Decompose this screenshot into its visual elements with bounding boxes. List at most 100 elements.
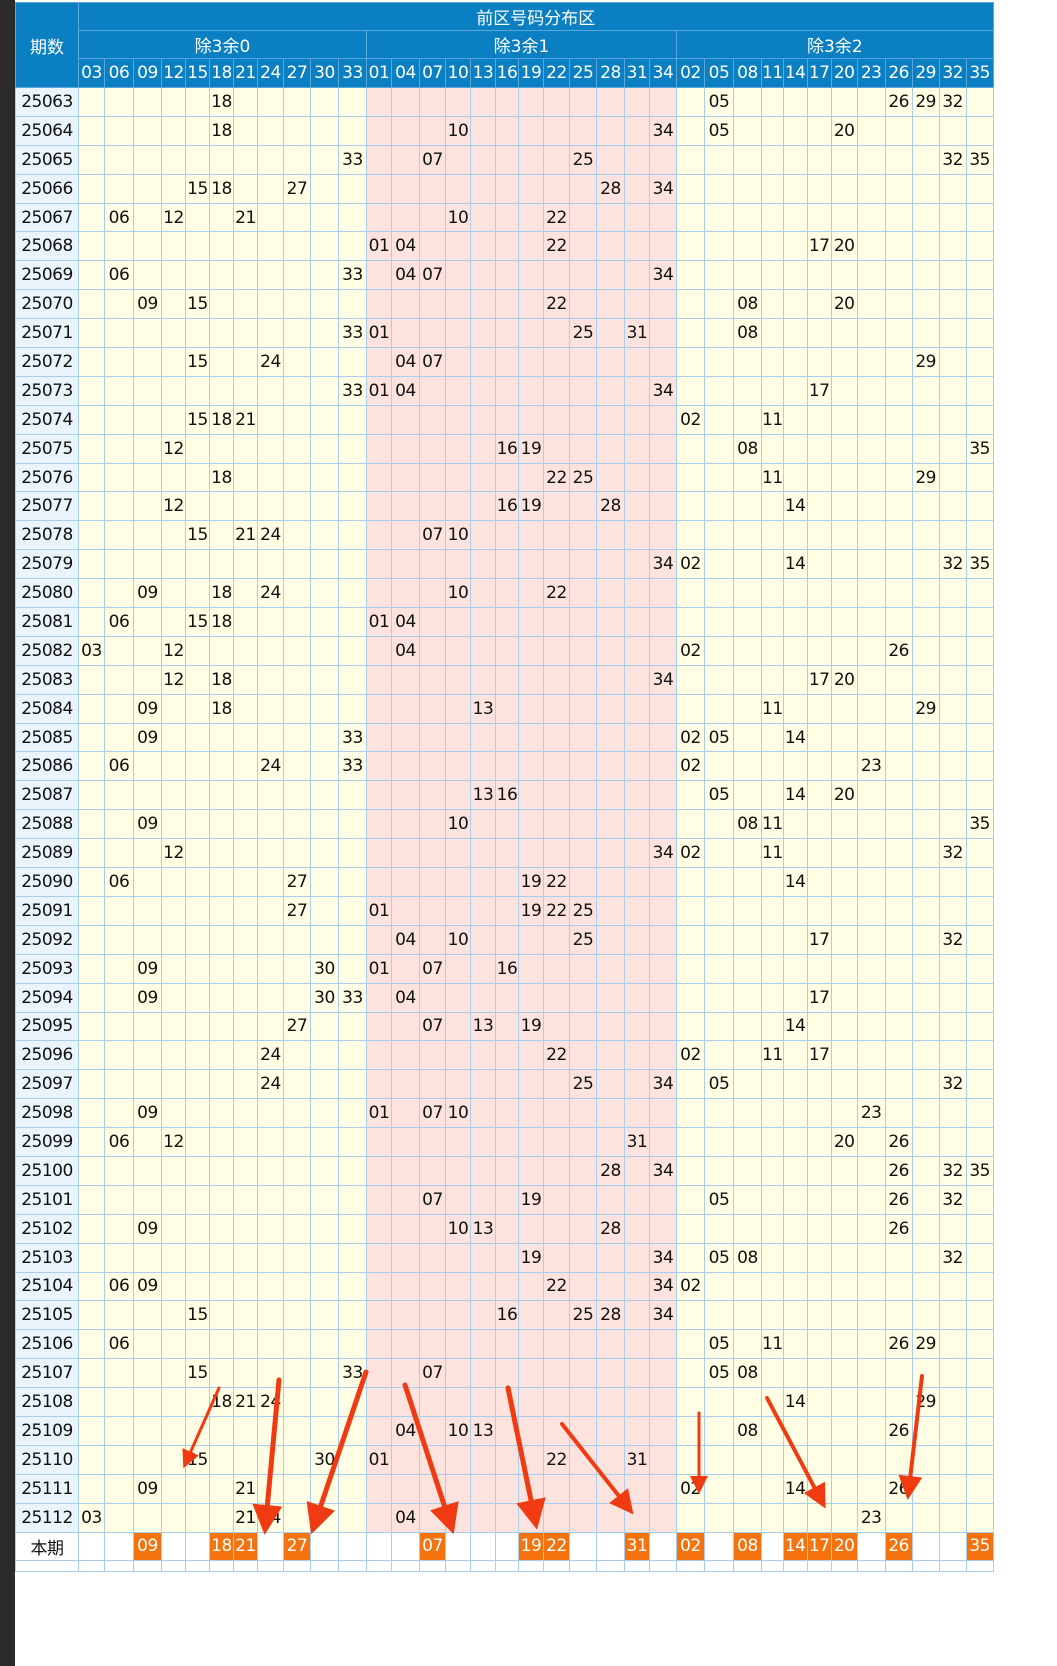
empty-cell xyxy=(733,1300,762,1331)
empty-cell xyxy=(209,1271,234,1302)
empty-cell xyxy=(495,1184,519,1215)
column-header-06: 06 xyxy=(104,58,134,88)
empty-cell xyxy=(830,1502,858,1533)
empty-cell xyxy=(830,1155,858,1186)
empty-cell xyxy=(624,1011,650,1042)
empty-cell xyxy=(856,1560,886,1573)
empty-cell[interactable] xyxy=(366,1531,392,1562)
number-cell-07[interactable]: 07 xyxy=(419,1531,446,1562)
empty-cell[interactable] xyxy=(338,1531,367,1562)
empty-cell xyxy=(569,202,597,233)
empty-cell xyxy=(518,635,544,666)
empty-cell xyxy=(209,722,234,753)
empty-cell xyxy=(782,231,808,262)
number-cell-24: 24 xyxy=(257,1387,284,1417)
empty-cell xyxy=(676,375,705,406)
empty-cell xyxy=(161,1358,186,1389)
empty-cell xyxy=(806,1213,832,1244)
empty-cell xyxy=(257,549,284,580)
number-cell-17[interactable]: 17 xyxy=(806,1531,832,1562)
number-cell-14[interactable]: 14 xyxy=(782,1531,808,1562)
empty-cell xyxy=(257,693,284,724)
empty-cell[interactable] xyxy=(185,1531,210,1562)
number-cell-09: 09 xyxy=(133,722,162,753)
empty-cell xyxy=(911,375,940,406)
number-cell-07: 07 xyxy=(419,1358,446,1389)
empty-cell xyxy=(938,693,967,724)
empty-cell xyxy=(965,87,994,117)
number-cell-27[interactable]: 27 xyxy=(283,1531,311,1562)
empty-cell[interactable] xyxy=(257,1531,284,1562)
empty-cell[interactable] xyxy=(310,1531,339,1562)
empty-cell xyxy=(782,144,808,175)
empty-cell[interactable] xyxy=(161,1531,186,1562)
number-cell-15: 15 xyxy=(185,173,210,204)
empty-cell xyxy=(856,549,886,580)
empty-cell[interactable] xyxy=(569,1531,597,1562)
number-cell-19: 19 xyxy=(518,433,544,464)
number-cell-08[interactable]: 08 xyxy=(733,1531,762,1562)
empty-cell xyxy=(419,491,446,522)
empty-cell xyxy=(965,462,994,493)
empty-cell[interactable] xyxy=(704,1531,734,1562)
empty-cell[interactable] xyxy=(495,1531,519,1562)
empty-cell[interactable] xyxy=(78,1531,105,1562)
number-cell-21[interactable]: 21 xyxy=(233,1531,258,1562)
empty-cell xyxy=(419,867,446,897)
empty-cell[interactable] xyxy=(596,1531,625,1562)
empty-cell xyxy=(445,1127,471,1157)
number-cell-20[interactable]: 20 xyxy=(830,1531,858,1562)
empty-cell xyxy=(283,578,311,609)
number-cell-04: 04 xyxy=(391,231,420,262)
number-cell-18[interactable]: 18 xyxy=(209,1531,234,1562)
period-cell: 25099 xyxy=(15,1127,79,1157)
empty-cell xyxy=(938,231,967,262)
table-row: 25070 09 15 22 08 20 xyxy=(15,289,994,320)
empty-cell xyxy=(419,1415,446,1446)
empty-cell[interactable] xyxy=(911,1531,940,1562)
empty-cell xyxy=(596,780,625,811)
number-cell-09[interactable]: 09 xyxy=(133,1531,162,1562)
number-cell-22[interactable]: 22 xyxy=(543,1531,570,1562)
empty-cell xyxy=(185,693,210,724)
empty-cell xyxy=(806,347,832,377)
number-cell-03: 03 xyxy=(78,635,105,666)
empty-cell[interactable] xyxy=(445,1531,471,1562)
empty-cell xyxy=(782,751,808,782)
empty-cell[interactable] xyxy=(856,1531,886,1562)
empty-cell[interactable] xyxy=(470,1531,496,1562)
empty-cell[interactable] xyxy=(649,1531,677,1562)
empty-cell xyxy=(185,664,210,695)
empty-cell xyxy=(761,607,784,637)
empty-cell xyxy=(856,693,886,724)
empty-cell xyxy=(830,260,858,291)
empty-cell xyxy=(366,1242,392,1273)
empty-cell xyxy=(596,867,625,897)
empty-cell xyxy=(209,1560,234,1573)
empty-cell xyxy=(419,115,446,146)
empty-cell[interactable] xyxy=(938,1531,967,1562)
empty-cell xyxy=(366,173,392,204)
empty-cell[interactable] xyxy=(391,1531,420,1562)
number-cell-35[interactable]: 35 xyxy=(965,1531,994,1562)
empty-cell xyxy=(543,1502,570,1533)
number-cell-02[interactable]: 02 xyxy=(676,1531,705,1562)
empty-cell xyxy=(965,780,994,811)
empty-cell[interactable] xyxy=(761,1531,784,1562)
number-cell-31[interactable]: 31 xyxy=(624,1531,650,1562)
period-cell: 25076 xyxy=(15,462,79,493)
number-cell-19[interactable]: 19 xyxy=(518,1531,544,1562)
empty-cell xyxy=(185,549,210,580)
empty-cell xyxy=(761,1213,784,1244)
number-cell-26[interactable]: 26 xyxy=(884,1531,913,1562)
empty-cell xyxy=(676,1155,705,1186)
empty-cell xyxy=(518,1300,544,1331)
empty-cell xyxy=(856,895,886,926)
empty-cell xyxy=(830,867,858,897)
empty-cell xyxy=(965,1329,994,1360)
period-cell: 25075 xyxy=(15,433,79,464)
empty-cell xyxy=(495,1242,519,1273)
empty-cell xyxy=(782,1242,808,1273)
empty-cell xyxy=(78,780,105,811)
empty-cell[interactable] xyxy=(104,1531,134,1562)
